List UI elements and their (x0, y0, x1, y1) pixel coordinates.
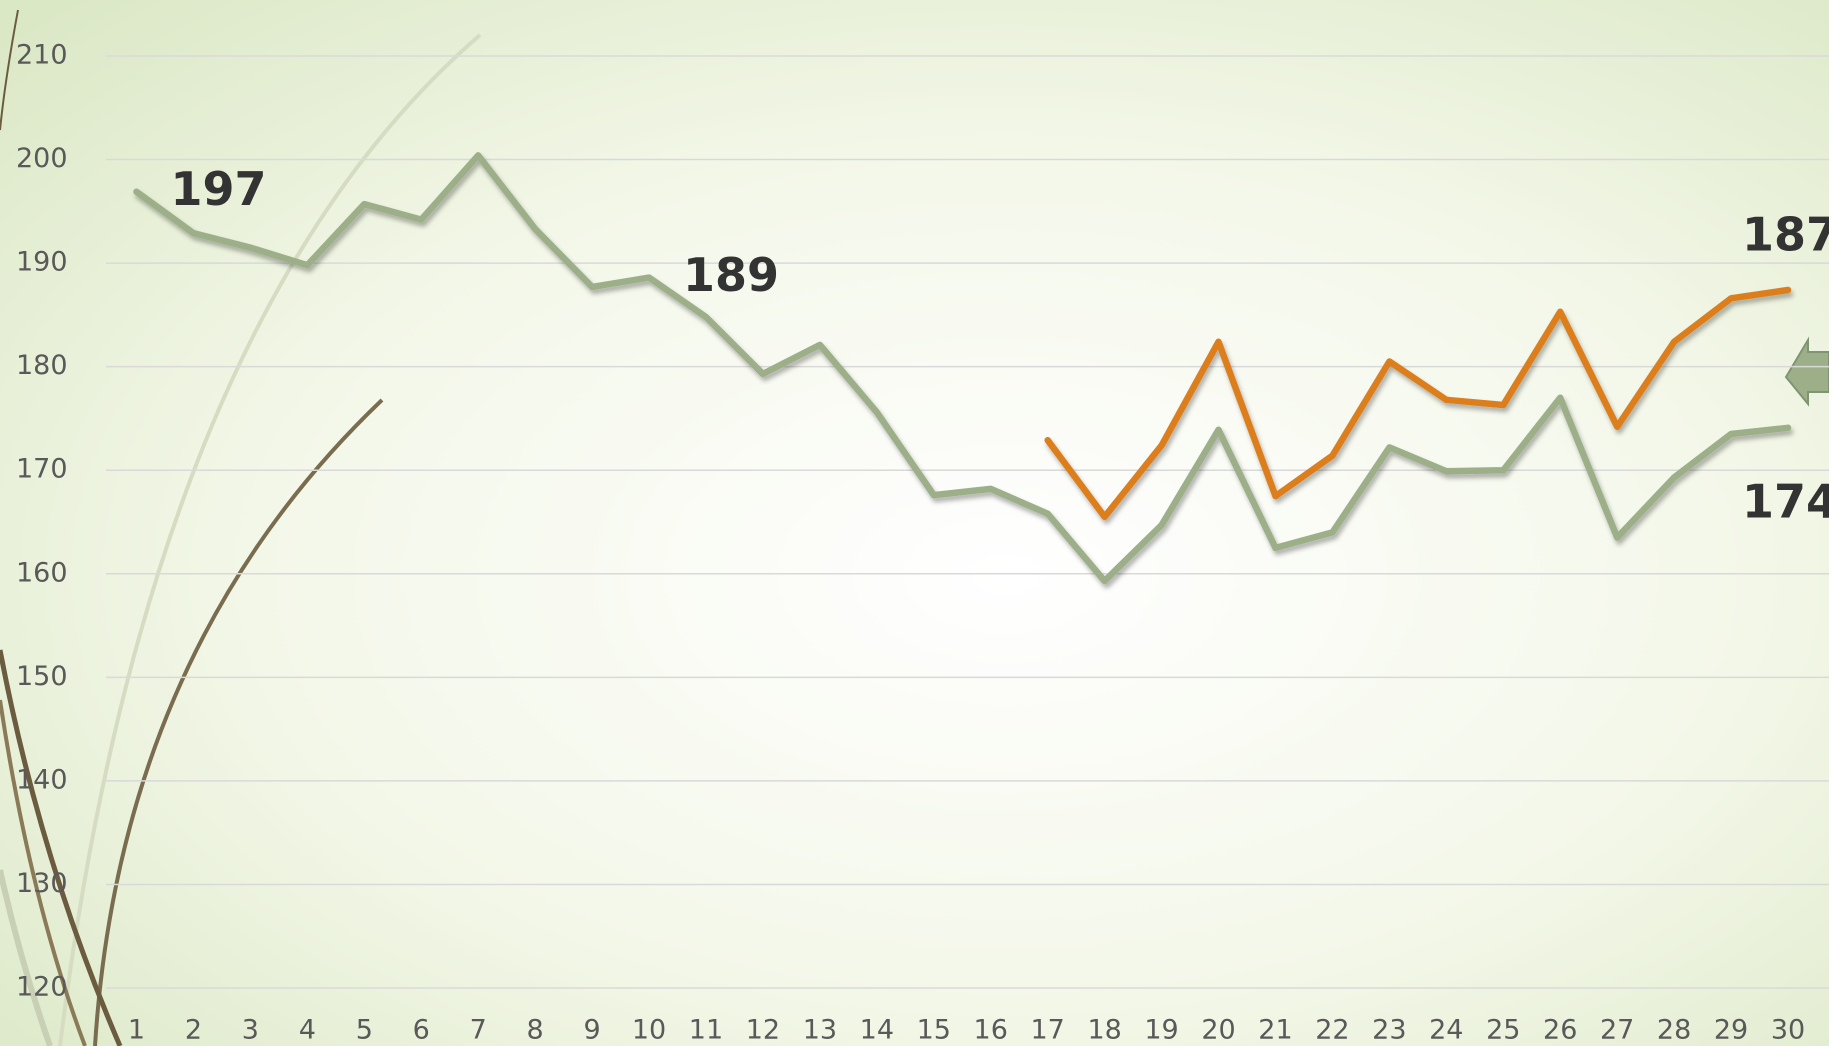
x-tick-label: 24 (1429, 1015, 1463, 1046)
x-tick-label: 26 (1543, 1015, 1577, 1046)
x-tick-label: 6 (413, 1015, 430, 1046)
y-tick-label: 160 (16, 557, 68, 588)
y-tick-label: 130 (16, 868, 68, 899)
x-tick-label: 8 (527, 1015, 544, 1046)
y-tick-label: 200 (16, 143, 68, 174)
y-tick-label: 210 (16, 40, 68, 71)
page: 1201301401501601701801902002101234567891… (0, 0, 1829, 1046)
x-tick-label: 3 (242, 1015, 259, 1046)
x-tick-label: 17 (1030, 1015, 1064, 1046)
x-tick-label: 19 (1144, 1015, 1178, 1046)
y-tick-label: 120 (16, 972, 68, 1003)
chart: 1201301401501601701801902002101234567891… (0, 0, 1829, 1046)
y-tick-label: 140 (16, 764, 68, 795)
x-tick-label: 10 (632, 1015, 666, 1046)
x-tick-label: 12 (746, 1015, 780, 1046)
x-tick-label: 22 (1315, 1015, 1349, 1046)
data-label: 197 (170, 162, 266, 216)
data-label: 174 (1742, 474, 1829, 528)
x-tick-label: 14 (860, 1015, 894, 1046)
y-tick-label: 170 (16, 454, 68, 485)
x-tick-label: 15 (917, 1015, 951, 1046)
x-tick-label: 5 (356, 1015, 373, 1046)
x-tick-label: 9 (583, 1015, 600, 1046)
y-tick-label: 190 (16, 247, 68, 278)
x-tick-label: 23 (1372, 1015, 1406, 1046)
x-tick-label: 28 (1657, 1015, 1691, 1046)
x-tick-label: 18 (1087, 1015, 1121, 1046)
x-tick-label: 11 (689, 1015, 723, 1046)
x-tick-label: 1 (128, 1015, 145, 1046)
x-tick-label: 25 (1486, 1015, 1520, 1046)
x-tick-label: 13 (803, 1015, 837, 1046)
x-tick-label: 21 (1258, 1015, 1292, 1046)
y-tick-label: 150 (16, 661, 68, 692)
x-tick-label: 30 (1771, 1015, 1805, 1046)
y-tick-label: 180 (16, 350, 68, 381)
data-label: 189 (683, 248, 779, 302)
x-tick-label: 4 (299, 1015, 316, 1046)
x-tick-label: 2 (185, 1015, 202, 1046)
x-tick-label: 20 (1201, 1015, 1235, 1046)
data-label: 187 (1742, 208, 1829, 262)
x-tick-label: 27 (1600, 1015, 1634, 1046)
x-tick-label: 7 (470, 1015, 487, 1046)
x-tick-label: 29 (1714, 1015, 1748, 1046)
x-tick-label: 16 (974, 1015, 1008, 1046)
